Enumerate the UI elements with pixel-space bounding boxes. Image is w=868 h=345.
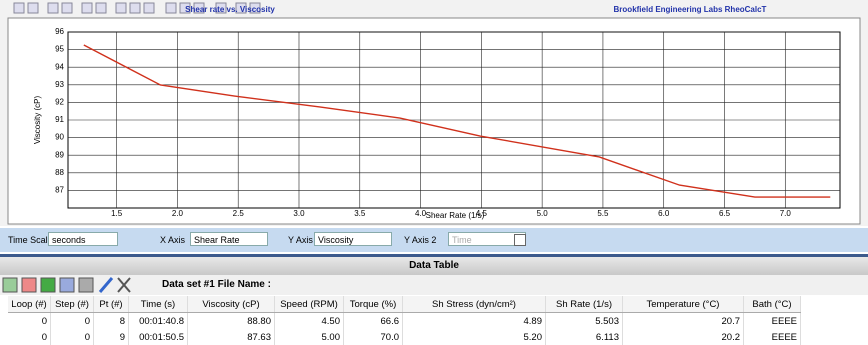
table-cell: 70.0 (343, 329, 403, 345)
table-cell: 0 (8, 312, 51, 329)
table-row: 0 0 9 00:01:50.5 87.63 5.00 70.0 5.20 6.113 20.2 E… (8, 329, 801, 345)
table-cell: 20.7 (622, 312, 744, 329)
column-header: Sh Stress (dyn/cm²) (402, 296, 546, 313)
chart-panel: Shear rate vs. Viscosity Brookfield Engi… (0, 0, 868, 226)
table-cell: 00:01:40.8 (128, 312, 188, 329)
control-label: Time Scale (8, 235, 53, 245)
column-header: Speed (RPM) (274, 296, 344, 313)
table-cell: 0 (50, 312, 94, 329)
x-tick-label: 2.5 (233, 209, 245, 218)
table-cell: 4.89 (402, 312, 546, 329)
file-label: Data set #1 File Name : (162, 279, 271, 290)
axis-controls: Time Scale seconds X Axis Shear Rate Y Axis V… (0, 228, 868, 252)
x-tick-label: 4.5 (476, 209, 488, 218)
chart-subtitle: Brookfield Engineering Labs RheoCalcT (614, 5, 767, 14)
data-line (83, 44, 831, 198)
column-header: Time (s) (128, 296, 188, 313)
dropdown[interactable]: seconds (48, 232, 118, 246)
table-cell: 66.6 (343, 312, 403, 329)
table-row: 0 0 8 00:01:40.8 88.80 4.50 66.6 4.89 5.503 20.7 E… (8, 312, 801, 329)
y-tick-label: 95 (55, 45, 64, 54)
control-label: X Axis (160, 235, 186, 245)
y-tick-label: 93 (55, 80, 64, 89)
y-tick-label: 89 (55, 150, 64, 159)
y-tick-label: 88 (55, 168, 64, 177)
column-header: Sh Rate (1/s) (545, 296, 623, 313)
dropdown[interactable]: Viscosity (314, 232, 392, 246)
table-cell: 20.2 (622, 329, 744, 345)
table-cell: 00:01:50.5 (128, 329, 188, 345)
data-table: Loop (#) Step (#) Pt (#) Time (s) Viscosity … (8, 296, 801, 345)
x-tick-label: 5.5 (597, 209, 609, 218)
x-axis-label: Shear Rate (1/s) (426, 211, 485, 220)
table-cell: 5.20 (402, 329, 546, 345)
table-cell: 5.503 (545, 312, 623, 329)
table-cell: EEEE (743, 312, 801, 329)
table-cell: 6.113 (545, 329, 623, 345)
chart-title: Shear rate vs. Viscosity (185, 5, 275, 14)
column-header: Viscosity (cP) (187, 296, 275, 313)
control-label: Y Axis (288, 235, 313, 245)
y-tick-label: 91 (55, 115, 64, 124)
y-tick-label: 96 (55, 27, 64, 36)
control-label: Y Axis 2 (404, 235, 437, 245)
dropdown[interactable]: Time (448, 232, 526, 246)
data-table-header: Data Table (0, 254, 868, 275)
table-cell: 9 (93, 329, 129, 345)
table-cell: 8 (93, 312, 129, 329)
column-header: Step (#) (50, 296, 94, 313)
dropdown[interactable]: Shear Rate (190, 232, 268, 246)
table-cell: 0 (8, 329, 51, 345)
toolbar-icons[interactable] (13, 2, 261, 14)
table-icons[interactable] (0, 275, 150, 295)
y-tick-label: 94 (55, 62, 64, 71)
y-axis-label: Viscosity (cP) (33, 96, 42, 145)
column-header: Bath (°C) (743, 296, 801, 313)
x-tick-label: 7.0 (780, 209, 792, 218)
table-cell: EEEE (743, 329, 801, 345)
column-header: Loop (#) (8, 296, 51, 313)
x-tick-label: 3.5 (354, 209, 366, 218)
column-header: Pt (#) (93, 296, 129, 313)
column-header: Torque (%) (343, 296, 403, 313)
x-tick-label: 2.0 (172, 209, 184, 218)
x-tick-label: 1.5 (111, 209, 123, 218)
table-cell: 4.50 (274, 312, 344, 329)
table-cell: 0 (50, 329, 94, 345)
x-tick-label: 5.0 (537, 209, 549, 218)
x-tick-label: 6.0 (658, 209, 670, 218)
table-toolbar: Data set #1 File Name : (0, 275, 868, 295)
checkbox[interactable] (514, 234, 526, 246)
x-tick-label: 4.0 (415, 209, 427, 218)
y-tick-label: 90 (55, 133, 64, 142)
x-tick-label: 6.5 (719, 209, 731, 218)
column-header: Temperature (°C) (622, 296, 744, 313)
table-cell: 5.00 (274, 329, 344, 345)
x-tick-label: 3.0 (293, 209, 305, 218)
y-tick-label: 87 (55, 186, 64, 195)
table-cell: 88.80 (187, 312, 275, 329)
y-tick-label: 92 (55, 98, 64, 107)
table-cell: 87.63 (187, 329, 275, 345)
